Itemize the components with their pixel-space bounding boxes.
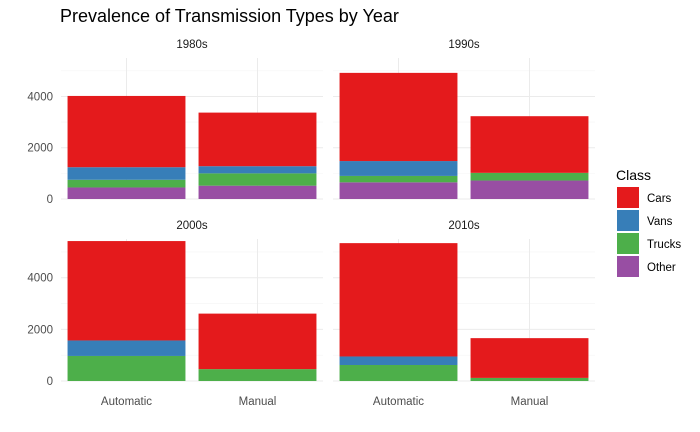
legend-key-vans	[617, 210, 639, 231]
legend-key-other	[617, 256, 639, 277]
bar-segment-other	[67, 187, 186, 199]
legend-label: Trucks	[647, 239, 681, 251]
bar-segment-trucks	[470, 377, 589, 381]
facet-strip-label: 1980s	[176, 39, 208, 51]
facet-strip-label: 1990s	[448, 39, 480, 51]
legend-label: Cars	[647, 193, 672, 205]
facet-strip-label: 2000s	[176, 220, 208, 232]
y-tick-label: 4000	[27, 91, 53, 103]
facet-panel-2000s: 2000s 0 2000 4000 Automatic Manual	[27, 220, 323, 408]
bar-segment-vans	[339, 161, 458, 176]
bar-segment-trucks	[198, 369, 317, 381]
bar-segment-cars	[198, 313, 317, 370]
bar-segment-cars	[198, 112, 317, 167]
legend-title: Class	[616, 167, 651, 183]
bar-segment-cars	[67, 241, 186, 341]
legend-key-trucks	[617, 233, 639, 254]
bar-segment-cars	[67, 95, 186, 168]
y-tick-label: 0	[47, 376, 53, 388]
facet-strip-label: 2010s	[448, 220, 480, 232]
legend-label: Other	[647, 262, 676, 274]
bar-segment-vans	[67, 167, 186, 180]
bar-segment-trucks	[470, 172, 589, 181]
legend-label: Vans	[647, 216, 673, 228]
facet-panel-2010s: 2010s Automatic Manual	[333, 220, 595, 408]
y-tick-label: 2000	[27, 324, 53, 336]
bar-segment-trucks	[67, 179, 186, 188]
facet-panel-1980s: 1980s 0 2000 4000	[27, 39, 323, 206]
y-tick-label: 0	[47, 194, 53, 206]
bar-segment-vans	[67, 340, 186, 356]
bar-segment-other	[339, 182, 458, 199]
x-tick-label: Automatic	[101, 396, 152, 408]
bar-segment-other	[470, 180, 589, 199]
x-tick-label: Manual	[239, 396, 277, 408]
facet-panels: 1980s 0 2000 4000 1990s 2000s 0 2000 4000 Automat…	[27, 39, 595, 408]
legend: Class Cars Vans Trucks Other	[616, 167, 681, 277]
x-tick-label: Manual	[511, 396, 549, 408]
bar-segment-other	[198, 185, 317, 199]
bar-segment-trucks	[198, 173, 317, 186]
bar-segment-trucks	[67, 355, 186, 381]
chart-title: Prevalence of Transmission Types by Year	[60, 6, 399, 26]
bar-segment-cars	[339, 72, 458, 162]
facet-panel-1990s: 1990s	[333, 39, 595, 200]
y-tick-label: 2000	[27, 143, 53, 155]
bar-segment-trucks	[339, 175, 458, 183]
legend-key-cars	[617, 187, 639, 208]
bar-segment-vans	[339, 356, 458, 365]
bar-segment-vans	[198, 166, 317, 174]
bar-segment-cars	[470, 338, 589, 378]
bar-segment-trucks	[339, 364, 458, 381]
bar-segment-cars	[470, 116, 589, 173]
x-tick-label: Automatic	[373, 396, 424, 408]
y-tick-label: 4000	[27, 273, 53, 285]
bar-segment-cars	[339, 243, 458, 357]
